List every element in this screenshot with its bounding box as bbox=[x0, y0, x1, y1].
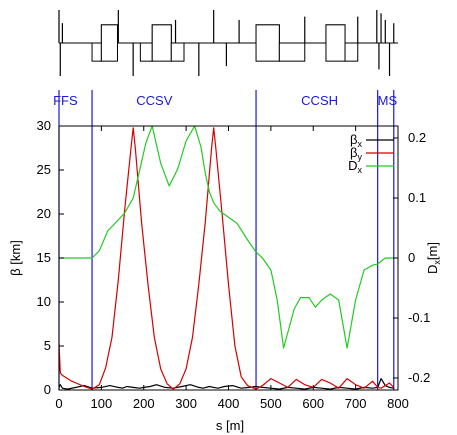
series-line-D-x bbox=[59, 125, 394, 349]
region-label: MS bbox=[378, 93, 398, 108]
axis-ticks: 0 100 200 300 400 500 600 700 800 0 5 10 15 20 25 30 -0.… bbox=[37, 118, 431, 411]
y-right-tick-label: 0.1 bbox=[408, 190, 426, 205]
lattice-element-box bbox=[325, 24, 346, 62]
x-tick-label: 800 bbox=[387, 396, 409, 411]
y-axis-left-label: β [km] bbox=[8, 240, 23, 276]
y-left-tick-label: 15 bbox=[37, 250, 51, 265]
y-right-tick-label: -0.2 bbox=[408, 370, 430, 385]
region-label: CCSV bbox=[136, 93, 172, 108]
lattice-element-box bbox=[100, 24, 118, 62]
x-tick-label: 400 bbox=[218, 396, 240, 411]
region-label: FFS bbox=[53, 93, 78, 108]
lattice-element-box bbox=[139, 42, 153, 62]
y-axis-right-label-sub: x bbox=[432, 260, 442, 265]
x-tick-label: 200 bbox=[133, 396, 155, 411]
x-tick-label: 700 bbox=[345, 396, 367, 411]
lattice-element-box bbox=[278, 42, 306, 62]
region-label: CCSH bbox=[301, 93, 338, 108]
series-line-β-x bbox=[58, 378, 394, 390]
lattice-element-box bbox=[255, 24, 280, 62]
y-axis-right-label: Dx[m] bbox=[425, 242, 442, 274]
legend-label: βx bbox=[350, 132, 362, 149]
region-boundaries bbox=[58, 90, 395, 390]
lattice-strip bbox=[58, 10, 398, 76]
y-right-tick-label: 0.2 bbox=[408, 130, 426, 145]
x-axis-label: s [m] bbox=[216, 418, 244, 433]
x-tick-label: 300 bbox=[175, 396, 197, 411]
y-right-tick-label: -0.1 bbox=[408, 310, 430, 325]
x-tick-label: 500 bbox=[260, 396, 282, 411]
plot-series bbox=[58, 125, 395, 390]
y-left-tick-label: 30 bbox=[37, 118, 51, 133]
y-left-tick-label: 0 bbox=[44, 382, 51, 397]
lattice-element-box bbox=[344, 42, 359, 62]
y-left-tick-label: 20 bbox=[37, 206, 51, 221]
y-axis-right-label-main: D bbox=[425, 265, 440, 274]
series-line-β-y bbox=[58, 127, 395, 390]
y-left-tick-label: 5 bbox=[44, 338, 51, 353]
lattice-element-box bbox=[151, 24, 172, 62]
legend-label: Dx bbox=[348, 158, 362, 175]
y-axis-right-label-unit: [m] bbox=[425, 242, 440, 260]
lattice-element-box bbox=[170, 42, 185, 62]
y-left-tick-label: 10 bbox=[37, 294, 51, 309]
lattice-element-box bbox=[91, 42, 102, 62]
legend-label: βy bbox=[350, 145, 362, 162]
y-left-tick-label: 25 bbox=[37, 162, 51, 177]
y-right-tick-label: 0 bbox=[408, 250, 415, 265]
x-tick-label: 100 bbox=[91, 396, 113, 411]
x-tick-label: 600 bbox=[302, 396, 324, 411]
x-tick-label: 0 bbox=[55, 396, 62, 411]
region-labels: FFS CCSV CCSH MS bbox=[53, 93, 397, 108]
